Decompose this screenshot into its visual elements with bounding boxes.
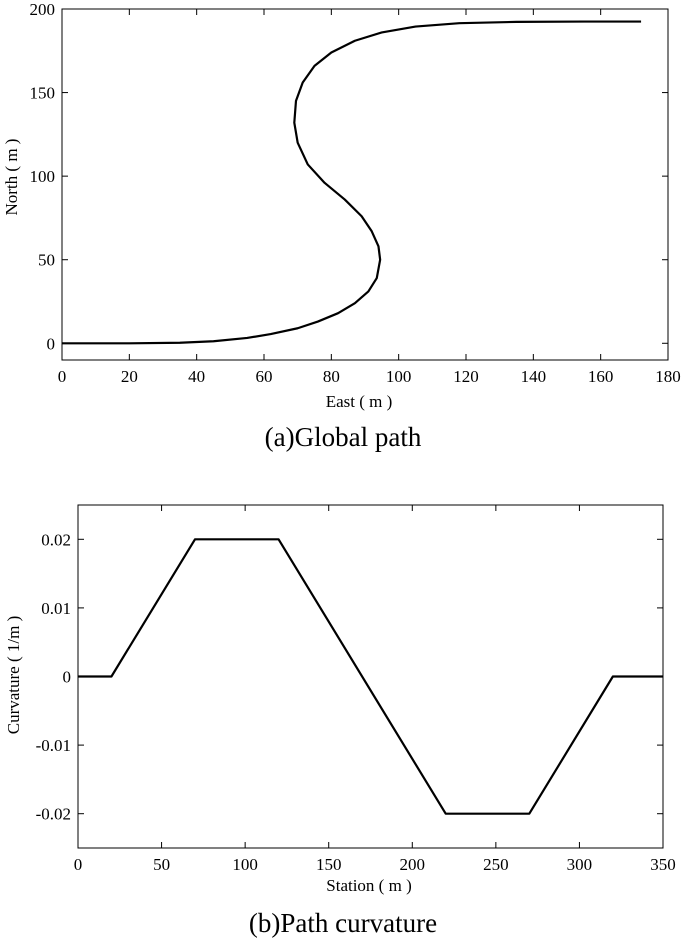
path-curvature-x-axis-label: Station ( m ) <box>326 876 411 895</box>
path-curvature-caption: (b)Path curvature <box>249 908 437 938</box>
global-path-plot-frame <box>61 8 669 361</box>
x-tick-label: 140 <box>521 367 547 386</box>
x-tick-label: 250 <box>483 855 509 874</box>
x-tick-label: 20 <box>121 367 138 386</box>
y-tick-label: 0.01 <box>41 599 71 618</box>
path-curvature-plot-frame <box>77 504 664 849</box>
path-curvature-line <box>78 538 663 815</box>
global-path-y-axis-label: North ( m ) <box>2 139 21 216</box>
path-curvature-tick-labels: 0 50 100 150 200 250 300 350 -0.02 -0.01 0 0.01 0.02 <box>36 530 676 874</box>
x-tick-label: 0 <box>58 367 67 386</box>
y-tick-label: 0 <box>47 334 56 353</box>
y-tick-label: 0 <box>63 668 72 687</box>
y-tick-label: 100 <box>30 167 56 186</box>
x-tick-label: 80 <box>323 367 340 386</box>
path-curvature-y-axis-label: Curvature ( 1/m ) <box>4 616 23 735</box>
x-tick-label: 350 <box>650 855 676 874</box>
path-curvature-chart: 0 50 100 150 200 250 300 350 -0.02 -0.01 0 0.01 0.02… <box>4 504 676 938</box>
global-path-caption: (a)Global path <box>265 422 422 452</box>
y-tick-label: 50 <box>38 251 55 270</box>
global-path-tick-labels: 0 20 40 60 80 100 120 140 160 180 0 50 100 150 200 <box>30 0 681 386</box>
y-tick-label: -0.01 <box>36 736 71 755</box>
y-tick-label: 200 <box>30 0 56 19</box>
x-tick-label: 60 <box>256 367 273 386</box>
y-tick-label: 150 <box>30 84 56 103</box>
x-tick-label: 100 <box>386 367 412 386</box>
global-path-panel: 0 20 40 60 80 100 120 140 160 180 0 50 100 150 200 Eas… <box>2 0 681 452</box>
global-path-x-axis-label: East ( m ) <box>326 392 393 411</box>
global-path-ticks <box>61 8 669 360</box>
x-tick-label: 180 <box>655 367 681 386</box>
x-tick-label: 150 <box>316 855 342 874</box>
path-curvature-panel: 0 50 100 150 200 250 300 350 -0.02 -0.01 0 0.01 0.02… <box>0 470 685 940</box>
y-tick-label: -0.02 <box>36 805 71 824</box>
global-path-line <box>62 20 642 345</box>
x-tick-label: 300 <box>567 855 593 874</box>
x-tick-label: 120 <box>453 367 479 386</box>
path-curvature-ticks <box>77 505 664 848</box>
x-tick-label: 200 <box>400 855 426 874</box>
y-tick-label: 0.02 <box>41 530 71 549</box>
x-tick-label: 40 <box>188 367 205 386</box>
x-tick-label: 160 <box>588 367 614 386</box>
x-tick-label: 50 <box>153 855 170 874</box>
global-path-chart: 0 20 40 60 80 100 120 140 160 180 0 50 100 150 200 Eas… <box>2 0 681 452</box>
x-tick-label: 0 <box>74 855 83 874</box>
x-tick-label: 100 <box>232 855 258 874</box>
